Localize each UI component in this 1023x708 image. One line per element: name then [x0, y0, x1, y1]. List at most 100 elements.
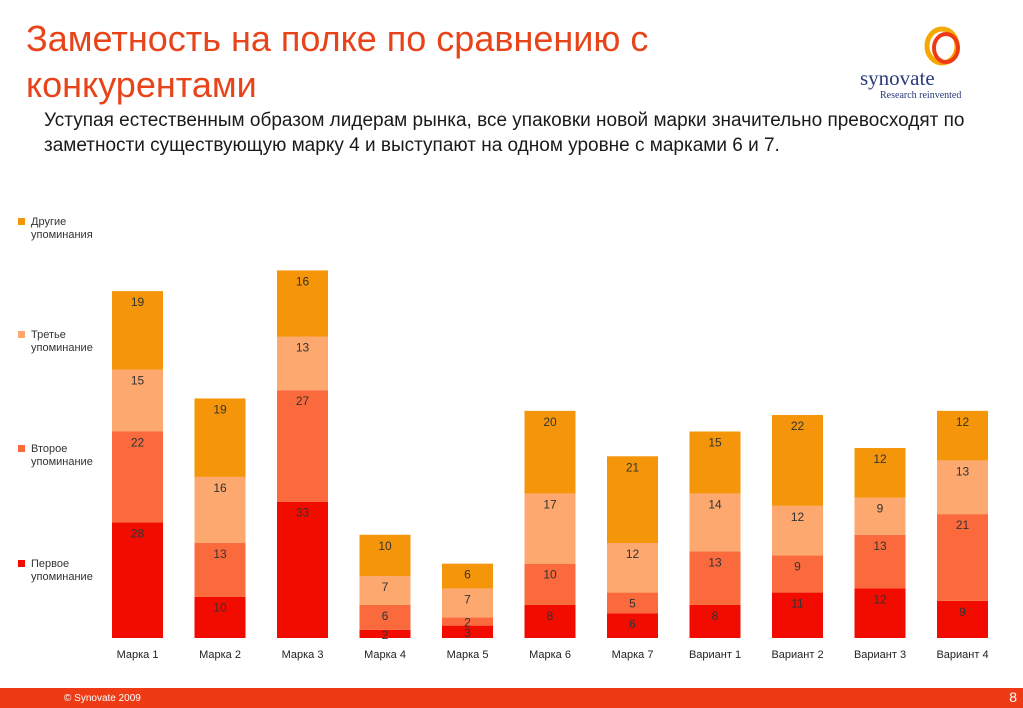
bar-value-label: 12 — [956, 415, 970, 429]
legend-label: Другие упоминания — [31, 216, 93, 241]
bar-segment — [112, 522, 163, 638]
bar-value-label: 19 — [131, 295, 145, 309]
bar-value-label: 13 — [213, 547, 227, 561]
bar-segment — [854, 534, 906, 589]
bar-stack: 12 13 9 12 — [854, 448, 906, 638]
bar-value-label: 13 — [296, 341, 310, 355]
bar-stack: 8 10 17 20 — [524, 410, 576, 638]
bar-segment — [277, 336, 328, 391]
bar-segment — [359, 604, 411, 630]
bar-stack: 28 22 15 19 — [112, 291, 163, 638]
bar-segment — [194, 596, 246, 638]
bar-value-label: 2 — [464, 615, 471, 629]
bar-value-label: 10 — [543, 568, 557, 582]
bar-value-label: 11 — [791, 597, 804, 611]
bar-value-label: 7 — [464, 592, 471, 606]
bar-value-label: 27 — [296, 394, 310, 408]
legend-item: Первое упоминание — [18, 558, 93, 583]
bar-segment — [607, 543, 658, 593]
bar-segment — [854, 588, 906, 638]
x-tick-label: Вариант 3 — [854, 649, 906, 661]
slide-subtitle: Уступая естественным образом лидерам рын… — [44, 110, 965, 156]
x-tick-label: Вариант 4 — [936, 649, 988, 661]
bar-value-label: 17 — [543, 497, 557, 511]
legend-label: Первое упоминание — [31, 558, 93, 583]
bar-stack: 32 7 6 — [442, 563, 493, 640]
bar-segment — [359, 576, 411, 605]
bar-segment — [689, 431, 741, 494]
bar-segment — [277, 270, 328, 337]
x-tick-label: Марка 6 — [529, 649, 571, 661]
bar-value-label: 21 — [956, 518, 970, 532]
bar-segment — [937, 410, 988, 461]
bar-value-label: 16 — [213, 481, 227, 495]
bar-value-label: 6 — [382, 609, 389, 623]
logo-wordmark: synovate — [860, 66, 935, 90]
bar-value-label: 13 — [708, 555, 722, 569]
bar-value-label: 22 — [791, 419, 805, 433]
bar-value-label: 9 — [794, 559, 801, 573]
bar-value-label: 15 — [131, 374, 145, 388]
bar-segment — [277, 390, 328, 502]
legend-swatch — [18, 218, 25, 225]
bar-segment — [524, 604, 576, 638]
bar-segment — [194, 398, 246, 477]
bar-value-label: 6 — [464, 568, 471, 582]
bar-value-label: 12 — [626, 547, 640, 561]
bar-segment — [442, 588, 493, 618]
bar-segment — [277, 501, 328, 638]
bar-value-label: 6 — [629, 617, 636, 631]
x-tick-label: Марка 2 — [199, 649, 241, 661]
bar-value-label: 8 — [712, 609, 719, 623]
bar-stack: 6 5 12 21 — [607, 456, 658, 638]
bar-segment — [772, 414, 823, 506]
bar-stack: 2 6 7 10 — [359, 534, 411, 642]
synovate-logo: synovate Research reinvented — [858, 26, 978, 106]
bar-segment — [937, 514, 988, 601]
legend-item: Другие упоминания — [18, 216, 93, 241]
logo-rings-icon — [924, 26, 960, 66]
bar-value-label: 21 — [626, 460, 640, 474]
bar-stack: 10 13 16 19 — [194, 398, 246, 638]
x-tick-label: Марка 5 — [447, 649, 489, 661]
bar-segment — [772, 592, 823, 638]
bar-value-label: 10 — [213, 601, 227, 615]
legend-swatch — [18, 560, 25, 567]
x-tick-label: Вариант 2 — [771, 649, 823, 661]
bar-segment — [442, 625, 493, 638]
bar-value-label: 13 — [956, 464, 970, 478]
bar-segment — [442, 563, 493, 589]
bar-segment — [442, 617, 493, 626]
bar-value-label: 15 — [708, 436, 722, 450]
bar-segment — [607, 456, 658, 544]
bar-segment — [112, 291, 163, 370]
bar-segment — [112, 431, 163, 523]
bar-value-label: 2 — [382, 628, 389, 642]
bar-stack: 8 13 14 15 — [689, 431, 741, 638]
footer-bar: © Synovate 2009 8 — [0, 688, 1023, 708]
bar-segment — [359, 534, 411, 577]
legend-label: Второе упоминание — [31, 443, 93, 468]
stacked-bar-chart: Другие упоминания Третье упоминание Второе уп… — [18, 216, 989, 661]
bar-stack: 11 9 12 22 — [772, 414, 823, 638]
bar-segment — [854, 497, 906, 535]
bar-segment — [937, 460, 988, 515]
bar-value-label: 9 — [877, 502, 884, 516]
bar-segment — [524, 493, 576, 564]
x-tick-label: Марка 7 — [612, 649, 654, 661]
bar-segment — [524, 410, 576, 494]
bar-value-label: 10 — [378, 539, 392, 553]
bar-segment — [607, 592, 658, 614]
logo-tagline: Research reinvented — [880, 90, 962, 101]
bar-value-label: 7 — [382, 580, 389, 594]
x-tick-label: Вариант 1 — [689, 649, 741, 661]
bar-value-label: 5 — [629, 597, 636, 611]
footer-copyright: © Synovate 2009 — [64, 693, 141, 704]
bar-value-label: 20 — [543, 415, 557, 429]
bar-value-label: 28 — [131, 526, 145, 540]
bar-stack: 9 21 13 12 — [937, 410, 988, 638]
legend-label: Третье упоминание — [31, 329, 93, 354]
bar-segment — [112, 369, 163, 432]
slide-title: Заметность на полке по сравнению с конку… — [26, 18, 649, 105]
page-number: 8 — [1009, 689, 1017, 705]
